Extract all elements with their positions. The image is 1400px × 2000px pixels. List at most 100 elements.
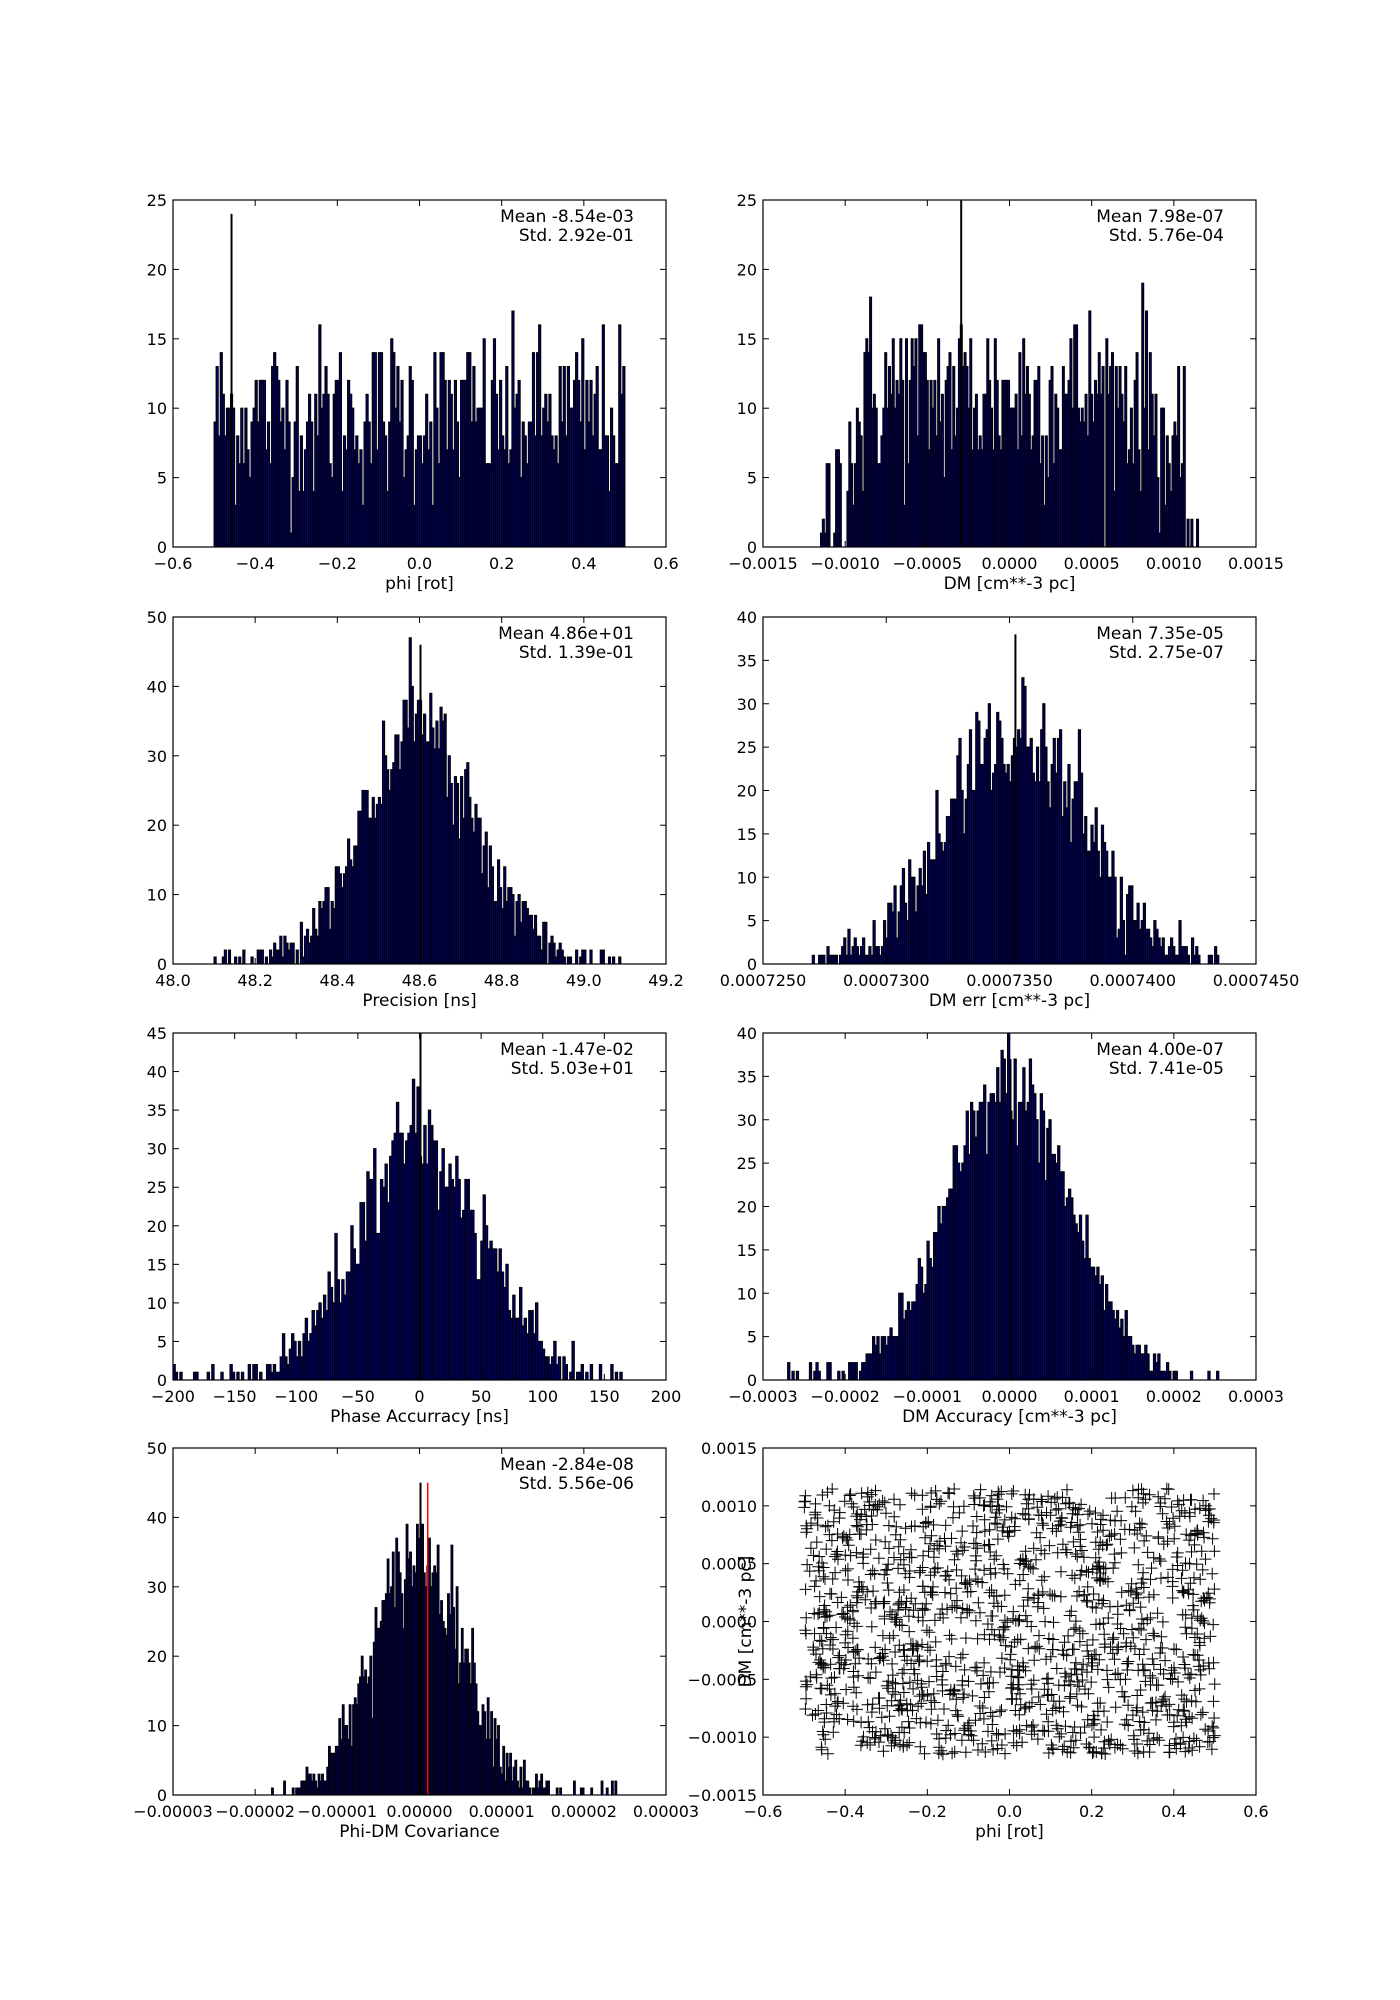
scatter-point [865,1602,878,1614]
histogram-bar [174,1371,179,1380]
scatter-point [1016,1507,1029,1520]
scatter-point [864,1543,877,1556]
scatter-point [1185,1545,1198,1558]
scatter-point [1106,1633,1119,1646]
scatter-point [851,1703,863,1716]
x-tick-label: 48.2 [237,971,273,990]
scatter-point [1071,1699,1084,1712]
scatter-point [1184,1493,1197,1506]
scatter-point [1019,1609,1032,1622]
scatter-point [997,1558,1010,1571]
scatter-point [1033,1629,1045,1642]
scatter-point [1091,1663,1104,1676]
scatter-point [1020,1497,1033,1510]
histogram-bar [614,1780,618,1795]
scatter-point [1013,1723,1026,1736]
scatter-point [853,1528,866,1540]
scatter-point [994,1633,1007,1646]
scatter-point [1060,1649,1073,1662]
histogram-bar [585,1371,589,1380]
scatter-point [1177,1731,1190,1744]
scatter-point [1018,1702,1031,1715]
histogram-bar [1037,366,1041,547]
scatter-point [824,1587,836,1600]
x-tick-label: 150 [589,1387,620,1406]
scatter-point [1155,1630,1168,1643]
scatter-point [905,1487,918,1500]
scatter-point [958,1663,971,1676]
scatter-point [1195,1595,1208,1608]
scatter-point [963,1604,976,1617]
y-tick-label: 20 [147,816,167,835]
scatter-point [1161,1522,1174,1534]
scatter-point [1116,1685,1129,1698]
scatter-point [1044,1509,1057,1522]
scatter-point [969,1573,982,1586]
scatter-point [978,1513,991,1526]
scatter-point [1094,1575,1107,1587]
scatter-point [921,1641,934,1654]
plot-area [811,634,1220,964]
x-tick-label: 0.0005 [1064,554,1120,573]
x-tick-label: 0.00002 [551,1802,617,1821]
scatter-point [1168,1737,1181,1750]
scatter-point [1191,1527,1204,1540]
scatter-point [1143,1488,1156,1501]
scatter-point [968,1498,981,1511]
y-tick-label: 0 [157,1786,167,1805]
scatter-point [1034,1698,1047,1711]
histogram-bar [234,956,238,964]
scatter-point [1168,1520,1181,1533]
scatter-point [1098,1638,1111,1651]
scatter-point [850,1589,863,1602]
scatter-point [860,1518,873,1531]
scatter-point [1037,1602,1050,1615]
histogram-bar-peak [1014,634,1017,964]
scatter-point [939,1732,952,1745]
scatter-point [985,1584,998,1597]
scatter-point [1050,1525,1063,1538]
scatter-point [1054,1590,1067,1603]
scatter-point [1059,1497,1072,1510]
scatter-point [907,1604,920,1617]
scatter-point [1163,1746,1176,1759]
scatter-point [873,1652,886,1665]
histogram-bar [575,949,579,964]
scatter-point [894,1553,907,1566]
histogram-bar [940,393,944,547]
scatter-point [847,1681,860,1694]
scatter-point [963,1574,976,1587]
scatter-point [1076,1544,1088,1557]
scatter-point [1073,1625,1086,1637]
scatter-point [956,1648,969,1661]
scatter-point [850,1519,863,1532]
scatter-point [1173,1498,1185,1511]
histogram-bar [1209,954,1214,964]
histogram-bar-peak [1009,1059,1012,1380]
scatter-point [827,1726,840,1739]
scatter-point [1155,1699,1168,1712]
scatter-point [905,1657,918,1670]
scatter-point [999,1639,1012,1652]
x-tick-label: 0.0 [997,1802,1022,1821]
scatter-point [969,1537,982,1550]
histogram-bar [837,1370,841,1380]
scatter-point [908,1520,921,1532]
x-tick-label: −0.0010 [810,554,879,573]
scatter-point [861,1486,874,1499]
histogram-bar [502,1745,506,1795]
x-tick-label: −0.00002 [215,1802,295,1821]
scatter-point [943,1650,956,1663]
scatter-point [1168,1661,1180,1674]
histogram-bar [211,1364,215,1380]
scatter-point [1105,1733,1118,1746]
histogram-bar [535,1773,538,1795]
x-tick-label: 0.00000 [386,1802,452,1821]
scatter-point [866,1564,879,1577]
scatter-point [801,1558,814,1571]
scatter-point [1128,1642,1141,1655]
scatter-point [1199,1504,1212,1517]
scatter-point [1071,1675,1084,1688]
scatter-point [928,1614,941,1627]
histogram-bar [1190,518,1194,547]
